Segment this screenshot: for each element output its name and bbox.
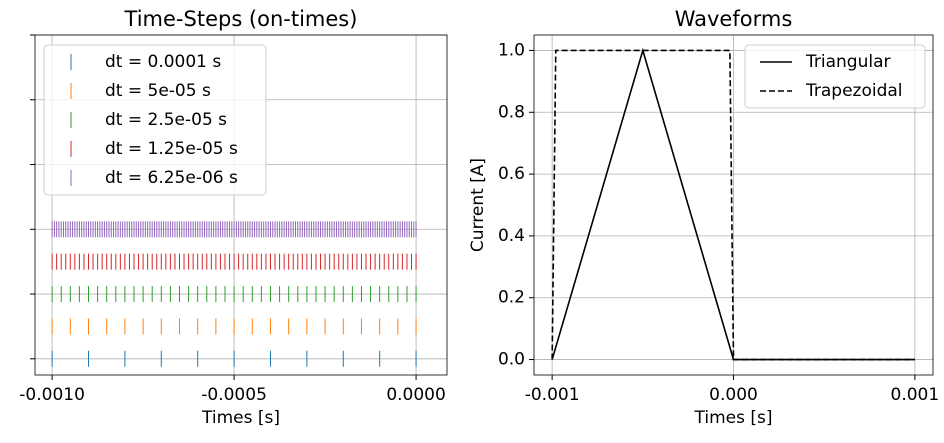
legend-label: Triangular	[805, 52, 891, 72]
x-axis-label: Times [s]	[694, 408, 773, 428]
y-tick-label: 0.8	[498, 102, 525, 122]
y-tick-label: 0.2	[498, 288, 525, 308]
y-tick-label: 0.0	[498, 350, 525, 370]
legend-label: dt = 2.5e-05 s	[105, 110, 227, 130]
y-tick-label: 0.6	[498, 164, 525, 184]
legend-box	[744, 44, 926, 109]
chart-title: Waveforms	[675, 7, 793, 31]
legend-label: Trapezoidal	[805, 81, 903, 101]
x-tick-label: 0.0000	[386, 385, 445, 405]
legend-label: dt = 0.0001 s	[105, 52, 221, 72]
legend-box	[43, 44, 267, 196]
legend-label: dt = 1.25e-05 s	[105, 139, 238, 159]
legend-label: dt = 6.25e-06 s	[105, 168, 238, 188]
axes-frame	[34, 34, 448, 376]
y-tick-label: 0.4	[498, 226, 525, 246]
chart-title: Time-Steps (on-times)	[124, 7, 358, 31]
x-tick-label: -0.0010	[19, 385, 85, 405]
legend-label: dt = 5e-05 s	[105, 81, 211, 101]
x-axis-label: Times [s]	[201, 408, 280, 428]
x-tick-label: -0.0005	[201, 385, 267, 405]
y-tick-label: 1.0	[498, 40, 525, 60]
x-tick-label: -0.001	[525, 385, 580, 405]
axes-frame	[533, 34, 934, 376]
x-tick-label: 0.000	[709, 385, 758, 405]
x-tick-label: 0.001	[891, 385, 940, 405]
y-axis-label: Current [A]	[468, 158, 488, 252]
